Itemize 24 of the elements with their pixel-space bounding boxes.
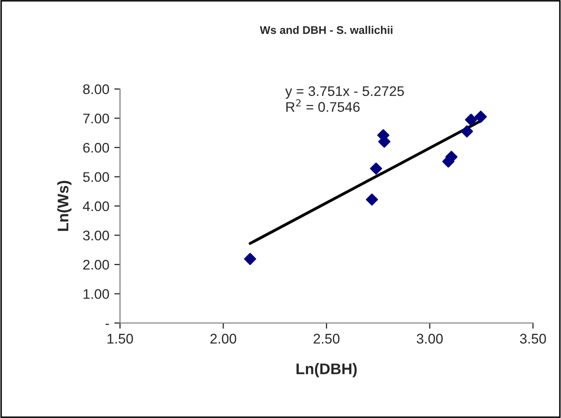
y-tick-label: 4.00 xyxy=(82,201,110,212)
y-tick-label: 7.00 xyxy=(83,114,110,124)
x-tick-label: 2.50 xyxy=(314,334,340,344)
y-tick-label: 1.00 xyxy=(84,289,110,299)
y-tick-label: 2.00 xyxy=(83,260,110,270)
point xyxy=(464,114,478,126)
y-axis-title: Ln(Ws) xyxy=(57,180,72,231)
x-tick-label: 3.50 xyxy=(520,334,546,344)
y-tick-label: 5.00 xyxy=(83,172,110,182)
chart-title: Ws and DBH - S. wallichii xyxy=(260,26,392,34)
point xyxy=(460,125,473,138)
point xyxy=(244,252,256,266)
point xyxy=(474,110,487,123)
x-tick-label: 2.00 xyxy=(210,334,236,344)
point xyxy=(366,193,378,206)
x-tick-label: 3.00 xyxy=(416,334,443,344)
point xyxy=(370,162,382,175)
x-tick-label: 1.50 xyxy=(108,334,133,344)
x-axis-title: Ln(DBH) xyxy=(296,363,357,378)
y-tick-label: - xyxy=(106,324,109,325)
y-tick-label: 8.00 xyxy=(83,84,110,94)
annotation: y = 3.751x - 5.2725 R$^{2}$ = 0.7546 xyxy=(285,86,404,112)
y-tick-label: 3.00 xyxy=(83,230,110,240)
y-tick-label: 6.00 xyxy=(83,142,110,153)
